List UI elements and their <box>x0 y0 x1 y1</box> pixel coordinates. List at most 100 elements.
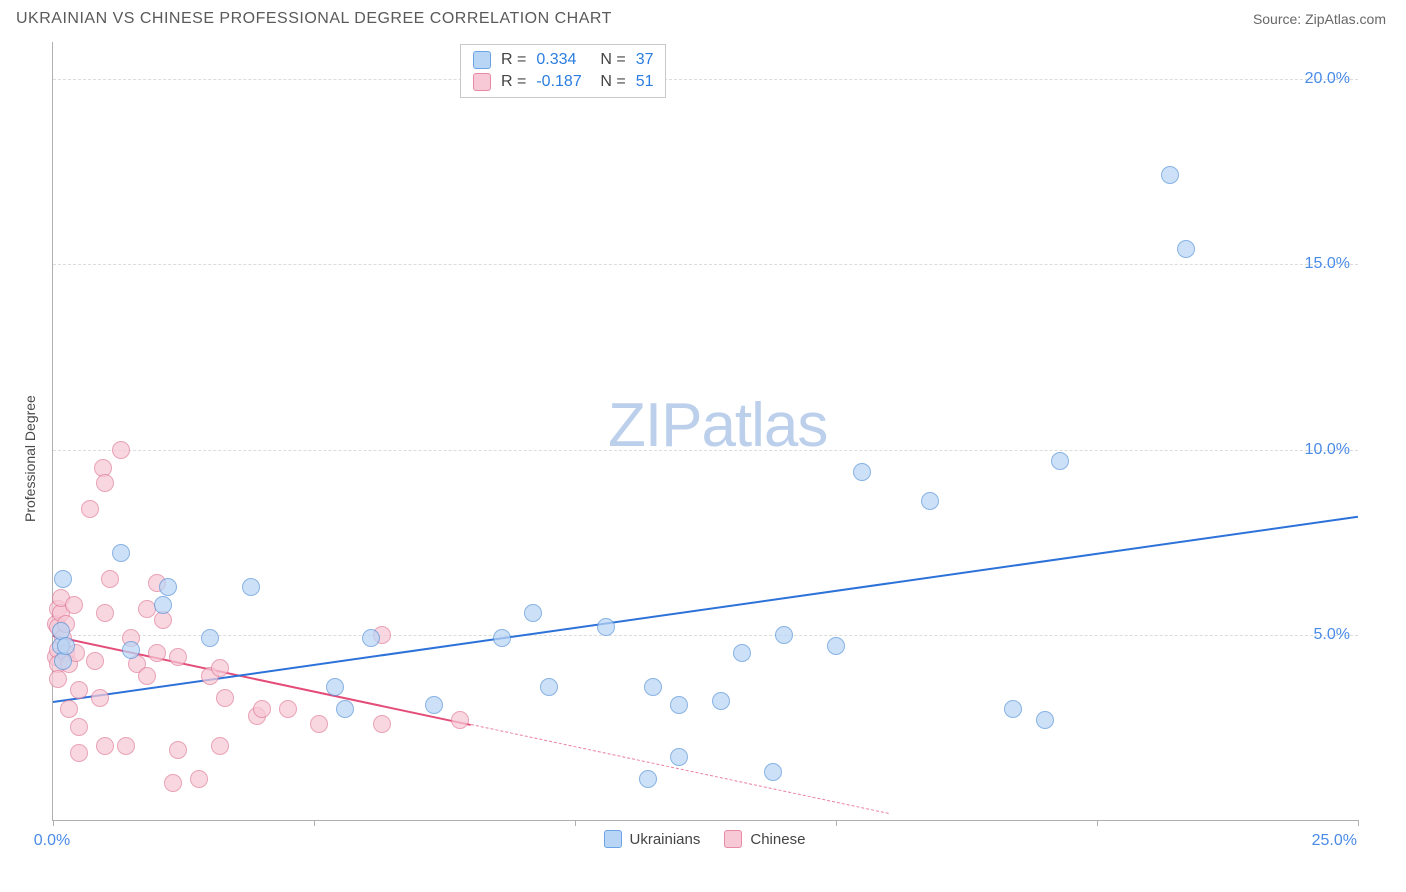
x-tick-label-left: 0.0% <box>34 832 70 850</box>
legend-n-value: 51 <box>636 73 654 91</box>
plot-area: ZIPatlas 5.0%10.0%15.0%20.0% <box>52 42 1358 821</box>
source-label: Source: <box>1253 11 1305 27</box>
legend-r-label: R = <box>501 73 526 91</box>
ukrainians-point <box>112 544 130 562</box>
gridline-h <box>53 635 1358 636</box>
ukrainians-point <box>1036 711 1054 729</box>
legend-series-item: Chinese <box>724 830 805 848</box>
legend-swatch <box>473 51 491 69</box>
legend-series-item: Ukrainians <box>604 830 701 848</box>
legend-correlation-box: R = 0.334 N = 37 R = -0.187 N = 51 <box>460 44 666 98</box>
legend-swatch <box>724 830 742 848</box>
ukrainians-point <box>827 637 845 655</box>
ukrainians-point <box>336 700 354 718</box>
x-tick-mark <box>1097 820 1098 826</box>
chinese-point <box>70 718 88 736</box>
ukrainians-point <box>733 644 751 662</box>
ukrainians-point <box>1161 166 1179 184</box>
chinese-point <box>91 689 109 707</box>
chinese-point <box>164 774 182 792</box>
ukrainians-point <box>597 618 615 636</box>
ukrainians-point <box>1051 452 1069 470</box>
ukrainians-point <box>122 641 140 659</box>
chinese-point <box>96 604 114 622</box>
legend-n-label: N = <box>600 51 625 69</box>
ukrainians-point <box>54 570 72 588</box>
x-tick-mark <box>836 820 837 826</box>
legend-correlation-row: R = -0.187 N = 51 <box>473 73 653 91</box>
chinese-point <box>86 652 104 670</box>
chinese-point <box>81 500 99 518</box>
ukrainians-point <box>154 596 172 614</box>
chinese-point <box>70 681 88 699</box>
ukrainians-point <box>201 629 219 647</box>
legend-swatch <box>473 73 491 91</box>
chinese-point <box>451 711 469 729</box>
chinese-point <box>60 700 78 718</box>
legend-r-value: -0.187 <box>536 73 590 91</box>
chinese-point <box>373 715 391 733</box>
y-axis-label: Professional Degree <box>22 395 38 522</box>
ukrainians-point <box>853 463 871 481</box>
x-tick-mark <box>575 820 576 826</box>
legend-correlation-row: R = 0.334 N = 37 <box>473 51 653 69</box>
y-tick-label: 20.0% <box>1305 70 1350 88</box>
chinese-point <box>253 700 271 718</box>
ukrainians-point <box>1177 240 1195 258</box>
y-tick-label: 10.0% <box>1305 441 1350 459</box>
chinese-point <box>96 474 114 492</box>
y-tick-label: 15.0% <box>1305 255 1350 273</box>
legend-r-value: 0.334 <box>536 51 590 69</box>
ukrainians-point <box>540 678 558 696</box>
chinese-point <box>65 596 83 614</box>
chinese-point <box>216 689 234 707</box>
chinese-point <box>190 770 208 788</box>
ukrainians-trend-solid <box>53 516 1358 703</box>
chinese-point <box>70 744 88 762</box>
ukrainians-point <box>670 696 688 714</box>
gridline-h <box>53 79 1358 80</box>
legend-swatch <box>604 830 622 848</box>
chinese-point <box>169 648 187 666</box>
chinese-point <box>148 644 166 662</box>
legend-r-label: R = <box>501 51 526 69</box>
ukrainians-point <box>425 696 443 714</box>
ukrainians-point <box>524 604 542 622</box>
ukrainians-point <box>670 748 688 766</box>
legend-n-value: 37 <box>636 51 654 69</box>
ukrainians-point <box>242 578 260 596</box>
chinese-point <box>96 737 114 755</box>
legend-series-label: Chinese <box>750 831 805 848</box>
ukrainians-point <box>921 492 939 510</box>
header: UKRAINIAN VS CHINESE PROFESSIONAL DEGREE… <box>0 0 1406 32</box>
ukrainians-point <box>712 692 730 710</box>
legend-n-label: N = <box>600 73 625 91</box>
ukrainians-point <box>1004 700 1022 718</box>
chinese-point <box>49 670 67 688</box>
chinese-point <box>112 441 130 459</box>
chinese-point <box>211 659 229 677</box>
gridline-h <box>53 264 1358 265</box>
ukrainians-point <box>493 629 511 647</box>
chart-container: Professional Degree ZIPatlas 5.0%10.0%15… <box>0 32 1406 882</box>
gridline-h <box>53 450 1358 451</box>
legend-series-label: Ukrainians <box>630 831 701 848</box>
ukrainians-point <box>326 678 344 696</box>
chinese-point <box>101 570 119 588</box>
chinese-point <box>117 737 135 755</box>
ukrainians-point <box>764 763 782 781</box>
ukrainians-point <box>57 637 75 655</box>
chinese-point <box>138 667 156 685</box>
x-tick-label-right: 25.0% <box>1312 832 1357 850</box>
chinese-point <box>279 700 297 718</box>
ukrainians-point <box>362 629 380 647</box>
ukrainians-point <box>639 770 657 788</box>
x-tick-mark <box>53 820 54 826</box>
source-name: ZipAtlas.com <box>1305 11 1386 27</box>
x-tick-mark <box>1358 820 1359 826</box>
ukrainians-point <box>644 678 662 696</box>
ukrainians-point <box>159 578 177 596</box>
chinese-point <box>211 737 229 755</box>
ukrainians-point <box>775 626 793 644</box>
chinese-trend-dashed <box>470 724 888 814</box>
